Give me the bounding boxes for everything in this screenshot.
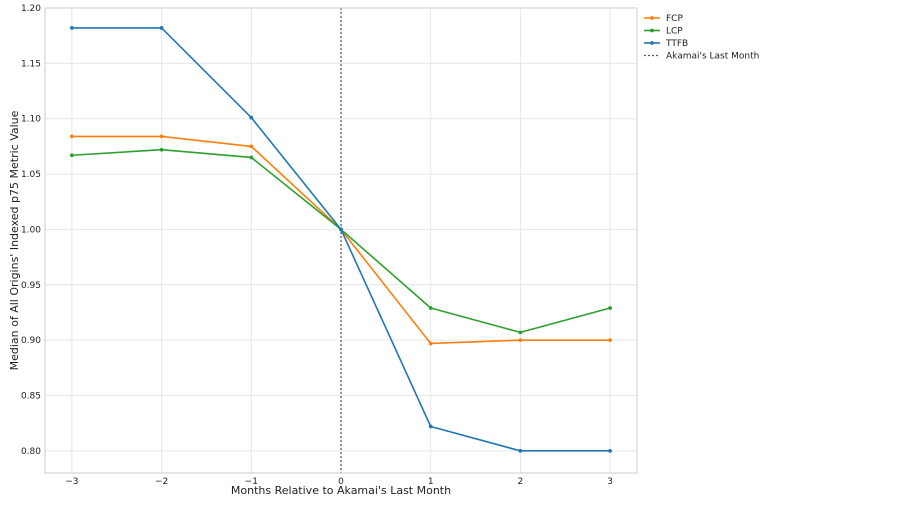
x-tick-label: 3 xyxy=(607,477,613,487)
legend-label-fcp: FCP xyxy=(666,14,683,24)
data-point-lcp xyxy=(249,155,254,160)
y-tick-label: 1.20 xyxy=(21,4,41,14)
data-point-lcp xyxy=(70,153,74,158)
legend-marker-fcp xyxy=(650,16,654,20)
legend-label-ttfb: TTFB xyxy=(665,39,688,49)
data-point-ttfb xyxy=(428,424,433,429)
legend-label-lcp: LCP xyxy=(666,27,683,37)
data-point-lcp xyxy=(518,330,523,335)
x-tick-label: 2 xyxy=(518,477,524,487)
data-point-fcp xyxy=(159,134,164,139)
x-tick-label: −1 xyxy=(245,477,258,487)
y-tick-label: 0.85 xyxy=(21,392,41,402)
x-tick-label: −3 xyxy=(65,477,78,487)
data-point-fcp xyxy=(518,338,523,343)
plot-frame xyxy=(44,7,638,474)
data-point-fcp xyxy=(608,338,612,343)
y-tick-label: 1.00 xyxy=(21,225,41,235)
y-tick-label: 0.95 xyxy=(21,281,41,291)
x-tick-label: 0 xyxy=(338,477,344,487)
x-ticks: −3 −2 −1 0 1 2 3 xyxy=(65,477,613,487)
y-tick-label: 0.80 xyxy=(21,447,41,457)
data-point-ttfb xyxy=(339,227,343,232)
series-layer xyxy=(70,26,612,453)
x-tick-label: −2 xyxy=(155,477,168,487)
data-point-fcp xyxy=(428,341,433,346)
data-point-ttfb xyxy=(249,115,254,120)
y-ticks: 0.80 0.85 0.90 0.95 1.00 1.05 1.10 1.15 1.20 xyxy=(21,4,41,457)
y-axis-label: Median of All Origins' Indexed p75 Metri… xyxy=(8,110,21,370)
data-point-ttfb xyxy=(608,448,612,453)
data-point-ttfb xyxy=(70,26,74,30)
grid xyxy=(45,7,637,473)
x-tick-label: 1 xyxy=(428,477,434,487)
y-tick-label: 1.05 xyxy=(21,170,41,180)
legend-marker-lcp xyxy=(650,28,654,33)
legend-marker-ttfb xyxy=(650,41,654,45)
x-axis-label: Months Relative to Akamai's Last Month xyxy=(231,484,451,497)
y-tick-label: 1.15 xyxy=(21,59,41,69)
data-point-lcp xyxy=(159,147,164,152)
legend-label-akamai-last-month: Akamai's Last Month xyxy=(666,52,759,62)
legend: FCP LCP TTFB Akamai's Last Month xyxy=(644,14,759,62)
data-point-ttfb xyxy=(518,448,523,453)
data-point-lcp xyxy=(428,306,433,310)
data-point-fcp xyxy=(249,144,254,149)
data-point-lcp xyxy=(608,306,612,310)
data-point-ttfb xyxy=(159,26,164,30)
y-tick-label: 1.10 xyxy=(21,115,41,125)
y-tick-label: 0.90 xyxy=(21,336,41,346)
data-point-fcp xyxy=(70,134,74,139)
